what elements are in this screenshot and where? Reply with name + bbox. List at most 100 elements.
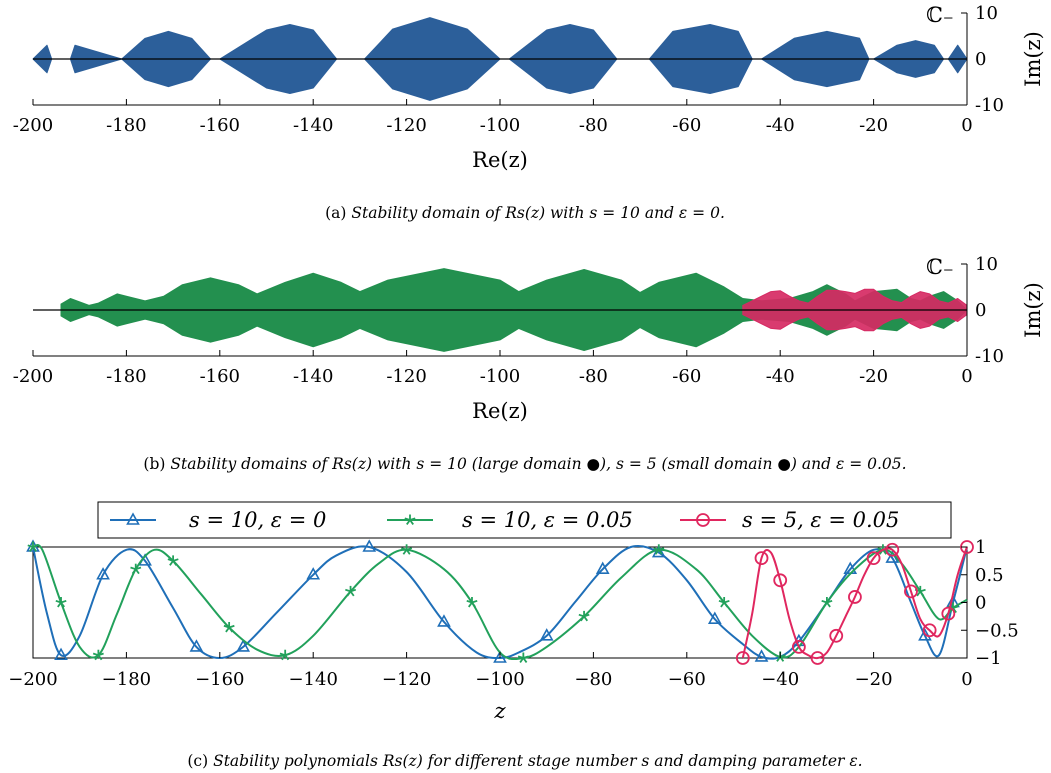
series-0-marker	[54, 647, 68, 661]
series-line-1	[32, 543, 968, 661]
c-caption-prefix: (c)	[187, 752, 213, 770]
b-y-ticks: 10 0 -10	[961, 254, 1004, 367]
x-tick-label: −160	[195, 669, 244, 690]
x-tick-label: 0	[961, 115, 972, 136]
c-y-ticks: 1 0.5 0 −0.5 −1	[961, 537, 1019, 669]
series-1-marker	[653, 544, 665, 555]
y-tick-label: −1	[975, 648, 1002, 669]
series-0-marker	[236, 639, 251, 652]
series-0-marker	[651, 544, 666, 558]
series-2-marker	[885, 542, 900, 557]
x-tick-label: -120	[386, 366, 426, 387]
y-tick-label: -10	[975, 346, 1004, 367]
a-x-ticks: -200 -180 -160 -140 -120 -100 -80 -60 -40 -20 0	[13, 99, 973, 136]
legend-marker-0	[126, 512, 140, 525]
x-tick-label: -60	[672, 115, 701, 136]
x-tick-label: -20	[859, 366, 888, 387]
series-2-marker	[773, 573, 788, 588]
x-tick-label: −60	[668, 669, 706, 690]
x-tick-label: −200	[8, 669, 57, 690]
series-1-marker	[92, 649, 104, 661]
y-tick-label: 10	[975, 3, 998, 24]
legend-marker-1	[404, 514, 416, 525]
x-tick-label: −140	[288, 669, 337, 690]
x-tick-label: −80	[574, 669, 612, 690]
x-tick-label: -100	[480, 366, 520, 387]
series-0-marker	[306, 567, 321, 580]
panel-b: -200 -180 -160 -140 -120 -100 -80 -60 -40 -20 0 Re…	[13, 254, 1045, 473]
b-region-label: ℂ₋	[926, 255, 954, 279]
series-1-marker	[55, 597, 67, 608]
x-tick-label: −120	[382, 669, 431, 690]
y-tick-label: 0	[975, 49, 986, 70]
c-legend: s = 10, ε = 0 s = 10, ε = 0.05 s = 5, ε = …	[97, 501, 952, 539]
series-2-marker	[735, 651, 750, 665]
x-tick-label: -120	[386, 115, 426, 136]
a-caption-text: Stability domain of Rs(z) with s = 10 an…	[351, 204, 725, 222]
series-0-marker	[362, 539, 377, 552]
c-series-lines	[26, 539, 974, 665]
b-caption-text: Stability domains of Rs(z) with s = 10 (…	[170, 455, 906, 473]
series-1-marker	[223, 621, 235, 633]
legend-marker-2	[696, 513, 710, 527]
series-0-marker	[437, 614, 451, 627]
series-0-marker	[539, 628, 554, 641]
series-2-marker	[866, 551, 881, 565]
series-0-marker	[595, 561, 610, 574]
series-2-marker	[922, 623, 937, 638]
series-2-marker	[754, 551, 769, 565]
x-tick-label: 0	[961, 366, 972, 387]
a-x-label: Re(z)	[472, 148, 528, 172]
series-1-marker	[130, 563, 142, 575]
series-1-marker	[947, 602, 959, 614]
c-x-ticks: −200 −180 −160 −140 −120 −100 −80 −60 −40 −20 0	[8, 652, 973, 690]
series-1-marker	[279, 649, 291, 661]
series-line-0	[32, 544, 968, 660]
b-x-label: Re(z)	[472, 399, 528, 423]
x-tick-label: −40	[761, 669, 799, 690]
series-2-marker	[941, 606, 956, 621]
x-tick-label: -60	[672, 366, 701, 387]
series-2-marker	[810, 651, 825, 665]
series-2-marker	[791, 640, 806, 654]
x-tick-label: -100	[480, 115, 520, 136]
y-tick-label: −0.5	[975, 620, 1019, 641]
series-1-marker	[27, 541, 39, 552]
b-x-ticks: -200 -180 -160 -140 -120 -100 -80 -60 -40 -20 0	[13, 350, 973, 387]
series-0-marker	[707, 611, 722, 624]
series-1-marker	[401, 544, 413, 555]
legend-label-0: s = 10, ε = 0	[189, 508, 326, 532]
series-0-marker	[96, 567, 110, 580]
x-tick-label: -40	[766, 366, 795, 387]
x-tick-label: −20	[855, 669, 893, 690]
series-0-marker	[918, 628, 932, 641]
a-caption: (a) Stability domain of Rs(z) with s = 1…	[325, 204, 725, 222]
series-1-marker	[821, 597, 833, 608]
x-tick-label: -160	[200, 366, 240, 387]
x-tick-label: -200	[13, 115, 53, 136]
series-1-marker	[345, 585, 357, 597]
series-0-marker	[754, 649, 769, 662]
x-tick-label: -180	[106, 366, 146, 387]
x-tick-label: -20	[859, 115, 888, 136]
y-tick-label: 0	[975, 300, 986, 321]
c-x-label: z	[493, 699, 506, 723]
legend-label-2: s = 5, ε = 0.05	[742, 508, 899, 532]
series-1-marker	[167, 555, 179, 566]
x-tick-label: -80	[579, 115, 608, 136]
series-2-marker	[904, 584, 918, 599]
panel-a: -200 -180 -160 -140 -120 -100 -80 -60 -40 -20 0 Re…	[13, 3, 1045, 222]
x-tick-label: -40	[766, 115, 795, 136]
x-tick-label: −180	[102, 669, 151, 690]
a-y-ticks: 10 0 -10	[961, 3, 1004, 116]
series-0-marker	[189, 639, 204, 652]
y-tick-label: 1	[975, 537, 986, 558]
c-caption: (c) Stability polynomials Rs(z) for diff…	[187, 752, 862, 770]
x-tick-label: -80	[579, 366, 608, 387]
c-caption-text: Stability polynomials Rs(z) for differen…	[213, 752, 863, 770]
series-0-marker	[493, 650, 507, 663]
a-region-label: ℂ₋	[926, 3, 954, 27]
x-tick-label: -200	[13, 366, 53, 387]
a-y-label: Im(z)	[1021, 31, 1045, 87]
